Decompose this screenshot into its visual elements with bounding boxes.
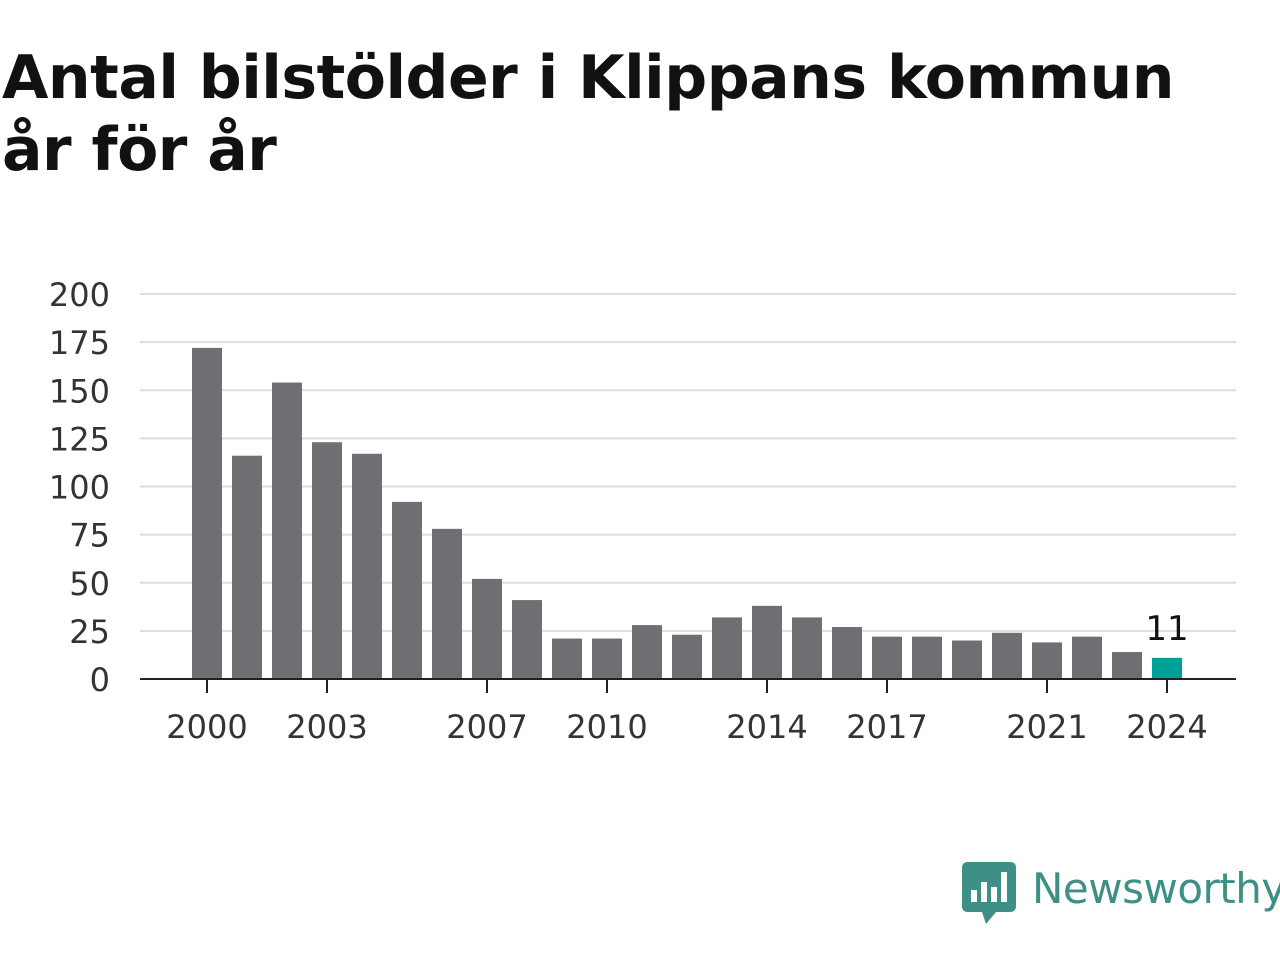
x-tick-label: 2000 bbox=[166, 708, 247, 746]
x-tick-label: 2017 bbox=[846, 708, 927, 746]
bar-2022 bbox=[1072, 636, 1102, 679]
y-tick-label: 0 bbox=[90, 661, 110, 699]
y-tick-label: 100 bbox=[49, 469, 110, 507]
bar-2019 bbox=[952, 640, 982, 679]
bar-2001 bbox=[232, 455, 262, 679]
y-tick-label: 175 bbox=[49, 324, 110, 362]
bar-2021 bbox=[1032, 642, 1062, 679]
grid-lines bbox=[140, 293, 1236, 632]
y-axis-ticks: 0 25 50 75 100 125 150 175 200 bbox=[49, 276, 110, 699]
bar-2004 bbox=[352, 453, 382, 679]
bar-2013 bbox=[712, 617, 742, 679]
y-tick-label: 200 bbox=[49, 276, 110, 314]
bar-2023 bbox=[1112, 652, 1142, 679]
bar-2005 bbox=[392, 501, 422, 679]
y-tick-label: 125 bbox=[49, 420, 110, 458]
y-tick-label: 150 bbox=[49, 372, 110, 410]
brand: Newsworthy bbox=[962, 862, 1280, 926]
bar-2020 bbox=[992, 632, 1022, 679]
bar-2014 bbox=[752, 605, 782, 679]
x-tick-label: 2003 bbox=[286, 708, 367, 746]
bar-2003 bbox=[312, 442, 342, 679]
bar-2007 bbox=[472, 578, 502, 679]
bar-2010 bbox=[592, 638, 622, 679]
bar-2018 bbox=[912, 636, 942, 679]
chart-title: Antal bilstölder i Klippans kommun år fö… bbox=[2, 43, 1174, 185]
bar-2002 bbox=[272, 382, 302, 679]
bar-2017 bbox=[872, 636, 902, 679]
bar-2016 bbox=[832, 627, 862, 679]
brand-name: Newsworthy bbox=[1032, 864, 1280, 913]
y-tick-label: 50 bbox=[69, 565, 110, 603]
x-tick-label: 2007 bbox=[446, 708, 527, 746]
bar-2012 bbox=[672, 634, 702, 679]
newsworthy-chart-bubble-icon bbox=[962, 862, 1016, 924]
bar-2006 bbox=[432, 528, 462, 679]
x-tick-label: 2010 bbox=[566, 708, 647, 746]
x-tick-label: 2024 bbox=[1126, 708, 1207, 746]
data-label-2024: 11 bbox=[1145, 609, 1188, 649]
y-tick-label: 75 bbox=[69, 517, 110, 555]
bar-2008 bbox=[512, 600, 542, 679]
x-tick-label: 2014 bbox=[726, 708, 807, 746]
bar-2011 bbox=[632, 625, 662, 679]
data-labels: 11 bbox=[1145, 609, 1188, 649]
bars bbox=[192, 347, 1182, 679]
bar-2009 bbox=[552, 638, 582, 679]
bar-2000 bbox=[192, 347, 222, 679]
x-tick-label: 2021 bbox=[1006, 708, 1087, 746]
x-axis: 2000 2003 2007 2010 2014 2017 2021 2024 bbox=[140, 678, 1236, 746]
y-tick-label: 25 bbox=[69, 613, 110, 651]
bar-2015 bbox=[792, 617, 822, 679]
bar-2024 bbox=[1152, 657, 1182, 679]
